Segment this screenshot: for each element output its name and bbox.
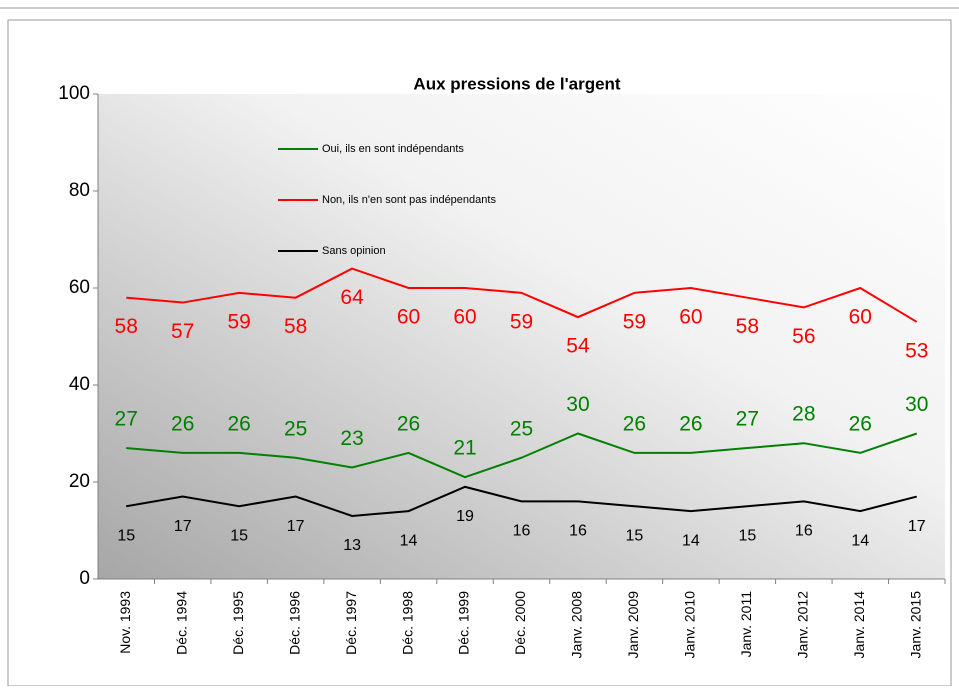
data-label: 25 xyxy=(284,417,307,440)
data-label: 56 xyxy=(792,325,815,348)
data-label: 15 xyxy=(230,527,248,544)
data-label: 14 xyxy=(682,532,700,549)
x-tick-label: Déc. 2000 xyxy=(512,591,528,655)
x-tick-label: Janv. 2012 xyxy=(795,591,811,659)
data-label: 13 xyxy=(343,537,361,554)
x-tick-label: Déc. 1995 xyxy=(230,591,246,655)
data-label: 53 xyxy=(905,339,928,362)
legend-label: Oui, ils en sont indépendants xyxy=(322,143,464,155)
data-label: 21 xyxy=(453,437,476,460)
data-label: 57 xyxy=(171,320,194,343)
data-label: 26 xyxy=(679,412,702,435)
y-tick-label: 40 xyxy=(69,374,90,395)
series-line xyxy=(126,432,918,479)
legend-label: Non, ils n'en sont pas indépendants xyxy=(322,194,496,206)
x-tick-label: Janv. 2011 xyxy=(738,591,754,658)
x-tick-label: Déc. 1999 xyxy=(456,591,472,655)
legend-label: Sans opinion xyxy=(322,245,386,257)
data-label: 26 xyxy=(397,412,420,435)
chart-title: Aux pressions de l'argent xyxy=(413,74,620,93)
y-tick-label: 80 xyxy=(69,180,90,201)
data-label: 59 xyxy=(510,310,533,333)
x-tick-label: Déc. 1994 xyxy=(173,591,189,655)
x-tick-label: Janv. 2014 xyxy=(851,591,867,659)
x-tick-label: Janv. 2009 xyxy=(625,591,641,659)
data-label: 60 xyxy=(453,306,476,329)
x-tick-label: Déc. 1998 xyxy=(399,591,415,655)
data-label: 26 xyxy=(623,412,646,435)
x-tick-label: Janv. 2010 xyxy=(682,591,698,659)
data-label: 14 xyxy=(851,532,869,549)
x-tick-label: Janv. 2008 xyxy=(569,591,585,659)
y-tick-label: 0 xyxy=(79,568,90,589)
data-label: 17 xyxy=(908,518,926,535)
data-label: 30 xyxy=(905,393,928,416)
data-label: 14 xyxy=(400,532,418,549)
data-label: 19 xyxy=(456,508,474,525)
data-label: 58 xyxy=(284,315,307,338)
data-label: 59 xyxy=(227,310,250,333)
data-label: 58 xyxy=(736,315,759,338)
data-label: 59 xyxy=(623,310,646,333)
data-label: 58 xyxy=(115,315,138,338)
data-label: 17 xyxy=(174,518,192,535)
data-label: 25 xyxy=(510,417,533,440)
data-label: 26 xyxy=(171,412,194,435)
data-label: 16 xyxy=(795,523,813,540)
data-label: 54 xyxy=(566,335,590,358)
data-label: 26 xyxy=(849,412,872,435)
x-tick-label: Déc. 1996 xyxy=(286,591,302,655)
x-tick-label: Janv. 2015 xyxy=(907,591,923,659)
data-label: 60 xyxy=(679,306,702,329)
data-label: 27 xyxy=(115,408,138,431)
series-line xyxy=(126,485,918,517)
x-tick-label: Déc. 1997 xyxy=(343,591,359,655)
data-label: 30 xyxy=(566,393,589,416)
y-tick-label: 100 xyxy=(58,83,90,104)
x-tick-label: Nov. 1993 xyxy=(117,591,133,654)
data-label: 15 xyxy=(626,527,644,544)
y-tick-label: 20 xyxy=(69,471,90,492)
data-label: 60 xyxy=(849,306,872,329)
plot-area xyxy=(98,94,945,579)
data-label: 26 xyxy=(227,412,250,435)
data-label: 60 xyxy=(397,306,420,329)
data-label: 27 xyxy=(736,408,759,431)
y-tick-label: 60 xyxy=(69,277,90,298)
data-label: 28 xyxy=(792,403,815,426)
data-label: 16 xyxy=(513,523,531,540)
data-label: 16 xyxy=(569,523,587,540)
data-label: 23 xyxy=(340,427,363,450)
data-label: 17 xyxy=(287,518,305,535)
data-label: 64 xyxy=(340,286,364,309)
series-line xyxy=(126,267,918,323)
data-label: 15 xyxy=(738,527,756,544)
data-label: 15 xyxy=(117,527,135,544)
